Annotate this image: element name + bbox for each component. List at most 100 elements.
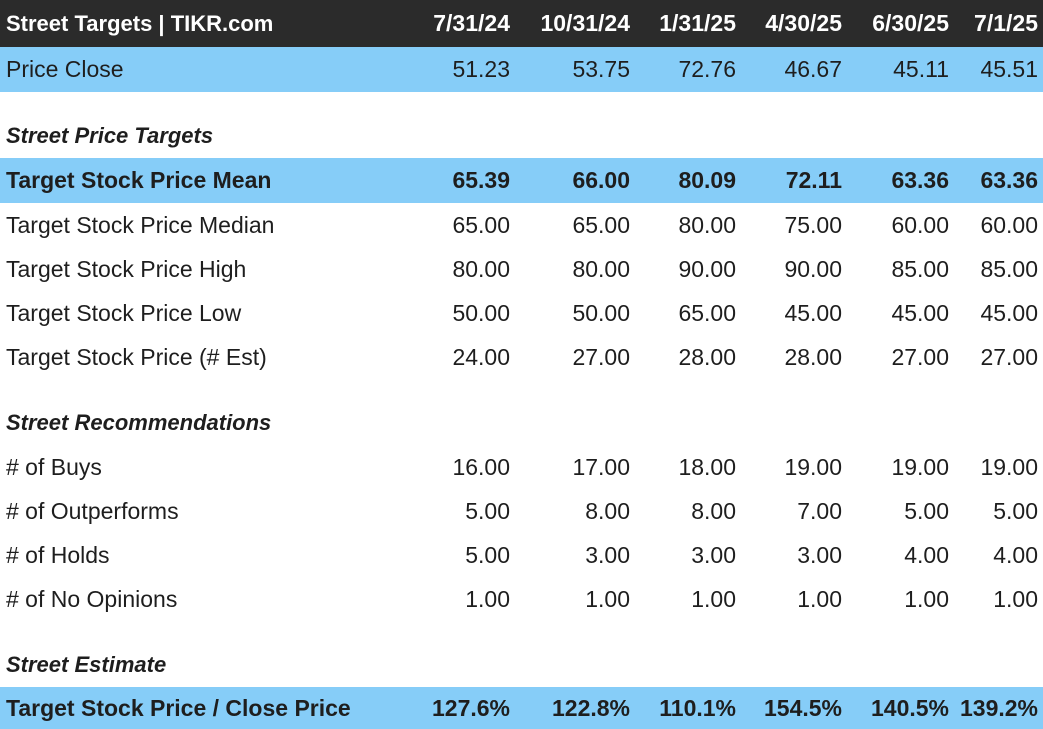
spacer <box>0 621 1043 643</box>
value-cell: 17.00 <box>572 453 630 480</box>
value-cell: 16.00 <box>452 453 510 480</box>
value-cell: 3.00 <box>797 541 842 568</box>
date-header: 1/31/25 <box>659 10 736 36</box>
table-row: # of Outperforms 5.00 8.00 8.00 7.00 5.0… <box>0 489 1043 533</box>
value-cell: 18.00 <box>678 453 736 480</box>
row-label: Target Stock Price (# Est) <box>6 343 267 370</box>
value-cell: 19.00 <box>784 453 842 480</box>
table-row: Target Stock Price High 80.00 80.00 90.0… <box>0 247 1043 291</box>
value-cell: 4.00 <box>993 541 1038 568</box>
date-header: 7/31/24 <box>433 10 510 36</box>
value-cell: 85.00 <box>891 255 949 282</box>
value-cell: 72.76 <box>678 56 736 82</box>
spacer <box>0 92 1043 114</box>
table-row: # of Buys 16.00 17.00 18.00 19.00 19.00 … <box>0 445 1043 489</box>
price-close-row: Price Close 51.23 53.75 72.76 46.67 45.1… <box>0 47 1043 92</box>
value-cell: 46.67 <box>784 56 842 82</box>
table-row: Target Stock Price Low 50.00 50.00 65.00… <box>0 291 1043 335</box>
section-heading-estimate: Street Estimate <box>0 643 1043 687</box>
row-label: Price Close <box>6 56 124 82</box>
value-cell: 3.00 <box>691 541 736 568</box>
value-cell: 45.00 <box>784 299 842 326</box>
value-cell: 50.00 <box>572 299 630 326</box>
value-cell: 80.00 <box>572 255 630 282</box>
section-heading-price-targets: Street Price Targets <box>0 114 1043 158</box>
value-cell: 19.00 <box>980 453 1038 480</box>
value-cell: 72.11 <box>785 167 842 193</box>
value-cell: 60.00 <box>980 211 1038 238</box>
value-cell: 28.00 <box>784 343 842 370</box>
row-label: # of No Opinions <box>6 585 178 612</box>
row-label: Target Stock Price Mean <box>6 167 272 193</box>
table-row: # of No Opinions 1.00 1.00 1.00 1.00 1.0… <box>0 577 1043 621</box>
row-label: # of Holds <box>6 541 110 568</box>
value-cell: 27.00 <box>891 343 949 370</box>
value-cell: 65.39 <box>452 167 510 193</box>
row-label: # of Outperforms <box>6 497 179 524</box>
table-row: Target Stock Price Mean 65.39 66.00 80.0… <box>0 158 1043 203</box>
value-cell: 45.00 <box>980 299 1038 326</box>
table-row: Target Stock Price Median 65.00 65.00 80… <box>0 203 1043 247</box>
section-title: Street Estimate <box>6 652 167 677</box>
value-cell: 5.00 <box>465 497 510 524</box>
value-cell: 80.00 <box>678 211 736 238</box>
value-cell: 80.00 <box>452 255 510 282</box>
value-cell: 127.6% <box>431 694 510 721</box>
value-cell: 53.75 <box>572 56 630 82</box>
table-title: Street Targets | TIKR.com <box>6 10 274 36</box>
value-cell: 24.00 <box>452 343 510 370</box>
value-cell: 60.00 <box>891 211 949 238</box>
value-cell: 139.2% <box>959 694 1038 721</box>
value-cell: 19.00 <box>891 453 949 480</box>
value-cell: 1.00 <box>585 585 630 612</box>
value-cell: 28.00 <box>678 343 736 370</box>
row-label: Target Stock Price Median <box>6 211 275 238</box>
row-label: Target Stock Price / Close Price <box>6 694 351 721</box>
row-label: Target Stock Price Low <box>6 299 242 326</box>
date-header: 4/30/25 <box>765 10 842 36</box>
value-cell: 5.00 <box>465 541 510 568</box>
value-cell: 5.00 <box>904 497 949 524</box>
value-cell: 1.00 <box>904 585 949 612</box>
value-cell: 50.00 <box>452 299 510 326</box>
value-cell: 8.00 <box>691 497 736 524</box>
value-cell: 65.00 <box>678 299 736 326</box>
value-cell: 27.00 <box>980 343 1038 370</box>
value-cell: 1.00 <box>993 585 1038 612</box>
value-cell: 90.00 <box>784 255 842 282</box>
value-cell: 45.51 <box>980 56 1038 82</box>
value-cell: 140.5% <box>870 694 949 721</box>
section-heading-recommendations: Street Recommendations <box>0 401 1043 445</box>
value-cell: 90.00 <box>678 255 736 282</box>
table-row: # of Holds 5.00 3.00 3.00 3.00 4.00 4.00 <box>0 533 1043 577</box>
section-title: Street Recommendations <box>6 410 272 435</box>
value-cell: 8.00 <box>585 497 630 524</box>
date-header: 10/31/24 <box>540 10 630 36</box>
value-cell: 7.00 <box>797 497 842 524</box>
value-cell: 75.00 <box>784 211 842 238</box>
value-cell: 110.1% <box>659 694 736 721</box>
date-header: 6/30/25 <box>872 10 949 36</box>
date-header: 7/1/25 <box>974 10 1038 36</box>
table-row: Target Stock Price / Close Price 127.6% … <box>0 687 1043 729</box>
value-cell: 45.00 <box>891 299 949 326</box>
value-cell: 65.00 <box>452 211 510 238</box>
row-label: # of Buys <box>6 453 102 480</box>
value-cell: 63.36 <box>980 167 1038 193</box>
value-cell: 80.09 <box>678 167 736 193</box>
value-cell: 63.36 <box>891 167 949 193</box>
value-cell: 1.00 <box>465 585 510 612</box>
row-label: Target Stock Price High <box>6 255 247 282</box>
value-cell: 154.5% <box>763 694 842 721</box>
value-cell: 66.00 <box>572 167 630 193</box>
value-cell: 45.11 <box>893 56 949 82</box>
value-cell: 65.00 <box>572 211 630 238</box>
table-header-row: Street Targets | TIKR.com 7/31/24 10/31/… <box>0 0 1043 47</box>
section-title: Street Price Targets <box>6 123 214 148</box>
value-cell: 27.00 <box>572 343 630 370</box>
value-cell: 3.00 <box>585 541 630 568</box>
value-cell: 5.00 <box>993 497 1038 524</box>
value-cell: 1.00 <box>797 585 842 612</box>
value-cell: 51.23 <box>452 56 510 82</box>
